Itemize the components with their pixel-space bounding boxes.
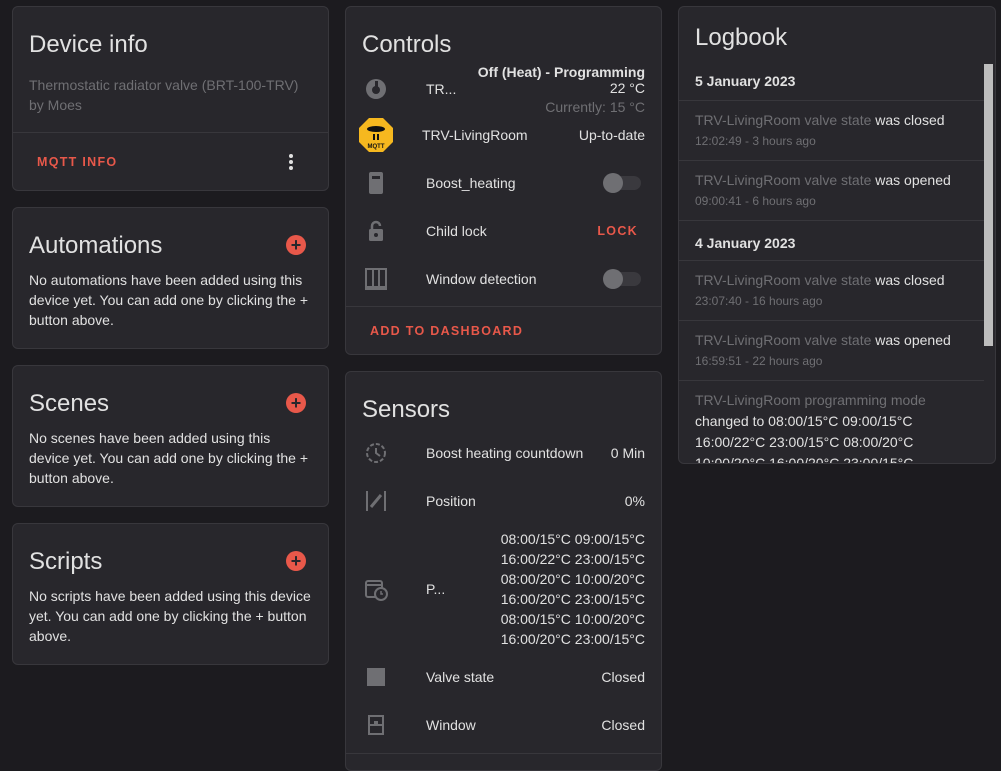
sensor-name: Window [426,717,476,733]
add-script-button[interactable]: + [286,551,306,571]
entry-message: changed to 08:00/15°C 09:00/15°C 16:00/2… [695,413,914,464]
sensor-name: P... [426,581,446,597]
boost-heating-row: Boost_heating [346,163,661,203]
schedule-line: 08:00/15°C 09:00/15°C [500,531,645,547]
lock-button[interactable]: LOCK [597,224,638,238]
dots-vertical-icon[interactable] [288,153,294,171]
logbook-entry[interactable]: TRV-LivingRoom valve state was opened 16:… [679,321,984,381]
sensor-row[interactable]: Position 0% [346,481,661,521]
entry-entity[interactable]: TRV-LivingRoom valve state [695,272,872,288]
thermostat-icon [362,75,390,103]
sensor-name: Position [426,493,476,509]
schedule-line: 08:00/15°C 10:00/20°C [500,611,645,627]
logbook-date: 4 January 2023 [679,225,984,261]
entry-entity[interactable]: TRV-LivingRoom valve state [695,112,872,128]
schedule-line: 08:00/20°C 10:00/20°C [500,571,645,587]
window-icon [362,265,390,293]
logbook-entry[interactable]: TRV-LivingRoom valve state was opened 09:… [679,161,984,221]
radiator-valve-icon [362,169,390,197]
update-name: TRV-LivingRoom [422,127,528,143]
card-title: Controls [362,31,452,58]
controls-card: Controls TR... Off (Heat) - Programming … [345,6,662,355]
entry-message: was closed [875,112,945,128]
square-icon [362,663,390,691]
entry-message: was opened [875,172,951,188]
mqtt-logo-icon: MQTT [358,117,394,153]
logbook-date: 5 January 2023 [679,61,984,101]
logbook-list: 5 January 2023 TRV-LivingRoom valve stat… [679,61,984,464]
card-title: Sensors [362,396,451,423]
card-title: Logbook [695,24,788,51]
sensor-row[interactable]: Window Closed [346,705,661,745]
logbook-entry[interactable]: TRV-LivingRoom valve state was closed 23:… [679,261,984,321]
sensor-value: Closed [601,717,645,733]
mqtt-info-button[interactable]: MQTT INFO [37,154,118,169]
sensors-card: Sensors Boost heating countdown 0 Min Po… [345,371,662,771]
entry-message: was closed [875,272,945,288]
climate-state: Off (Heat) - Programming [477,63,645,80]
climate-target: 22 °C [609,79,645,96]
sensor-value: 0 Min [610,445,645,461]
schedule-line: 16:00/22°C 23:00/15°C [500,551,645,567]
card-title: Scripts [29,548,103,575]
entry-time: 16:59:51 - 22 hours ago [695,354,823,368]
schedule-line: 16:00/20°C 23:00/15°C [500,631,645,647]
device-manufacturer: by Moes [29,97,82,113]
card-title: Automations [29,232,163,259]
card-title: Scenes [29,390,110,417]
device-info-card: Device info Thermostatic radiator valve … [12,6,329,191]
update-row[interactable]: MQTT TRV-LivingRoom Up-to-date [346,115,661,155]
logbook-card: Logbook 5 January 2023 TRV-LivingRoom va… [678,6,996,464]
update-value: Up-to-date [578,127,645,143]
empty-text: No scenes have been added using this dev… [29,430,309,486]
valve-position-icon [362,487,390,515]
window-detection-name: Window detection [426,271,537,287]
window-detection-row: Window detection [346,259,661,299]
empty-text: No automations have been added using thi… [29,272,309,328]
climate-row[interactable]: TR... Off (Heat) - Programming 22 °C Cur… [346,64,661,115]
child-lock-row: Child lock LOCK [346,211,661,251]
entry-message: was opened [875,332,951,348]
boost-heating-name: Boost_heating [426,175,516,191]
calendar-clock-icon [362,575,390,603]
sensor-value: 0% [624,493,645,509]
child-lock-name: Child lock [426,223,487,239]
logbook-scrollbar[interactable] [984,64,993,346]
add-to-dashboard-button[interactable]: ADD TO DASHBOARD [370,323,524,338]
empty-text: No scripts have been added using this de… [29,588,311,644]
sensor-value: Closed [601,669,645,685]
add-automation-button[interactable]: + [286,235,306,255]
window-detection-toggle[interactable] [603,269,641,289]
timer-outline-icon [362,439,390,467]
sensor-row[interactable]: Valve state Closed [346,657,661,697]
entry-entity[interactable]: TRV-LivingRoom valve state [695,332,872,348]
logbook-entry[interactable]: TRV-LivingRoom programming mode changed … [679,381,984,464]
window-closed-icon [362,711,390,739]
automations-card: Automations + No automations have been a… [12,207,329,349]
entry-time: 09:00:41 - 6 hours ago [695,194,816,208]
card-title: Device info [29,31,148,58]
sensor-row[interactable]: P... 08:00/15°C 09:00/15°C 16:00/22°C 23… [346,527,661,651]
scripts-card: Scripts + No scripts have been added usi… [12,523,329,665]
scenes-card: Scenes + No scenes have been added using… [12,365,329,507]
entry-entity[interactable]: TRV-LivingRoom valve state [695,172,872,188]
add-scene-button[interactable]: + [286,393,306,413]
logbook-entry[interactable]: TRV-LivingRoom valve state was closed 12:… [679,101,984,161]
sensor-row[interactable]: Boost heating countdown 0 Min [346,433,661,473]
sensor-name: Valve state [426,669,495,685]
device-model: Thermostatic radiator valve (BRT-100-TRV… [29,77,299,93]
lock-open-icon [362,217,390,245]
schedule-line: 16:00/20°C 23:00/15°C [500,591,645,607]
entry-entity[interactable]: TRV-LivingRoom programming mode [695,392,926,408]
sensor-name: Boost heating countdown [426,445,584,461]
entry-time: 12:02:49 - 3 hours ago [695,134,816,148]
climate-name: TR... [426,81,457,97]
climate-current: Currently: 15 °C [545,98,645,115]
boost-heating-toggle[interactable] [603,173,641,193]
svg-text:MQTT: MQTT [368,144,385,150]
entry-time: 23:07:40 - 16 hours ago [695,294,823,308]
